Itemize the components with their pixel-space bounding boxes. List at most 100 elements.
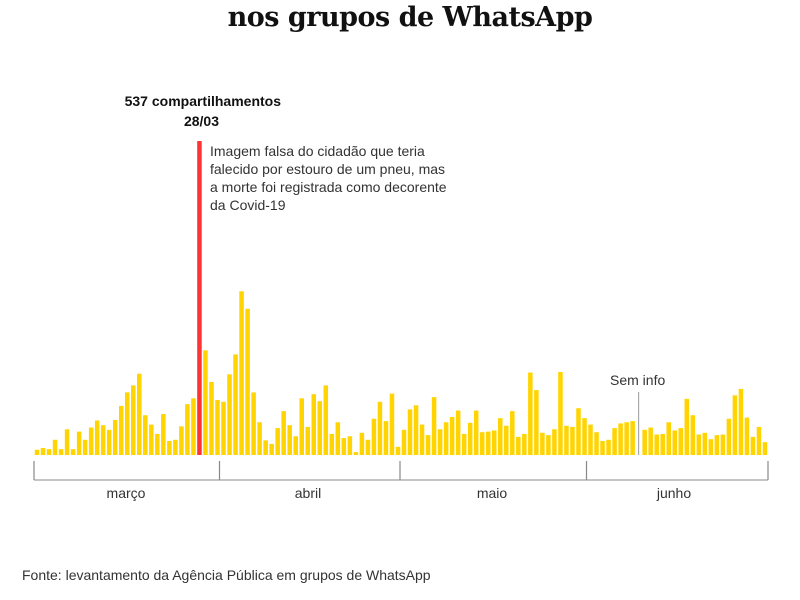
bar <box>473 410 479 455</box>
bar <box>323 385 329 455</box>
peak-value-label: 537 compartilhamentos <box>124 93 281 109</box>
bar <box>516 436 521 455</box>
missing-data-label: Sem info <box>610 372 666 388</box>
bar <box>756 426 762 455</box>
bar <box>317 401 323 455</box>
bar <box>624 422 629 455</box>
bar <box>131 385 136 455</box>
month-label-marco: março <box>106 485 146 501</box>
bar <box>191 398 196 455</box>
bar <box>648 427 653 455</box>
month-label-abril: abril <box>294 485 322 501</box>
bar <box>630 421 635 455</box>
bar <box>534 390 539 455</box>
bar <box>449 416 455 455</box>
bar <box>124 392 130 455</box>
bar <box>485 431 491 455</box>
bar <box>155 433 160 455</box>
bar <box>708 439 714 455</box>
bar <box>726 418 732 455</box>
highlight-bar <box>197 141 202 455</box>
bar <box>58 449 64 455</box>
bar <box>347 436 353 455</box>
bar <box>552 429 557 455</box>
bar <box>690 415 696 455</box>
bar <box>94 420 100 455</box>
bar <box>504 425 509 455</box>
bar <box>389 393 395 455</box>
bar <box>365 439 371 455</box>
bar <box>660 433 665 455</box>
bar <box>401 429 407 455</box>
bar <box>714 435 720 455</box>
bar <box>227 374 232 455</box>
bar <box>642 429 647 455</box>
bar <box>305 426 311 455</box>
bar <box>167 440 172 455</box>
bar <box>335 422 341 455</box>
bar <box>522 433 527 455</box>
bar <box>612 428 617 455</box>
bar <box>353 452 359 455</box>
bar <box>215 400 220 455</box>
bar <box>618 423 623 455</box>
bar <box>528 372 533 455</box>
bar <box>245 308 250 455</box>
bar <box>137 373 142 455</box>
bar <box>594 432 599 455</box>
bar <box>40 447 46 455</box>
bar <box>311 394 317 455</box>
bar <box>540 432 545 455</box>
month-label-junho: junho <box>656 485 692 501</box>
bar <box>112 419 118 455</box>
bar <box>106 429 112 455</box>
bar <box>118 405 124 455</box>
bar <box>570 426 575 455</box>
bar <box>161 414 166 455</box>
bar <box>239 291 244 455</box>
bar <box>510 411 515 455</box>
bar <box>203 350 208 455</box>
bar <box>696 434 702 455</box>
bar <box>702 432 708 455</box>
bar <box>558 371 563 455</box>
bar <box>588 424 593 455</box>
bar <box>582 418 587 455</box>
source-note: Fonte: levantamento da Agência Pública e… <box>22 567 431 583</box>
month-label-maio: maio <box>476 485 508 501</box>
bar <box>329 433 335 455</box>
bar <box>377 401 383 455</box>
chart-title: nos grupos de WhatsApp <box>227 2 593 33</box>
bar <box>407 409 413 455</box>
bar <box>606 439 611 455</box>
bar <box>82 439 88 455</box>
bar <box>281 411 286 455</box>
bar <box>221 401 226 455</box>
peak-annotation: Imagem falsa do cidadão que teria faleci… <box>210 143 447 213</box>
bar <box>732 395 738 455</box>
bar <box>88 427 94 455</box>
bar <box>100 425 106 455</box>
bar <box>70 449 76 455</box>
bar <box>76 431 82 455</box>
bar <box>498 418 503 455</box>
bar <box>431 397 437 455</box>
bar <box>149 424 154 455</box>
bar <box>413 405 419 455</box>
bar <box>750 436 756 455</box>
bar <box>299 398 304 455</box>
bar <box>762 442 768 455</box>
bar <box>654 434 659 455</box>
bar <box>395 446 401 455</box>
bar <box>678 428 684 455</box>
bar <box>179 426 184 455</box>
bar <box>672 430 678 455</box>
bar <box>564 425 569 455</box>
bar <box>461 433 467 455</box>
bar <box>600 440 605 455</box>
peak-date-label: 28/03 <box>183 113 219 129</box>
bar <box>419 424 425 455</box>
bar <box>251 392 256 455</box>
bar <box>425 435 431 455</box>
